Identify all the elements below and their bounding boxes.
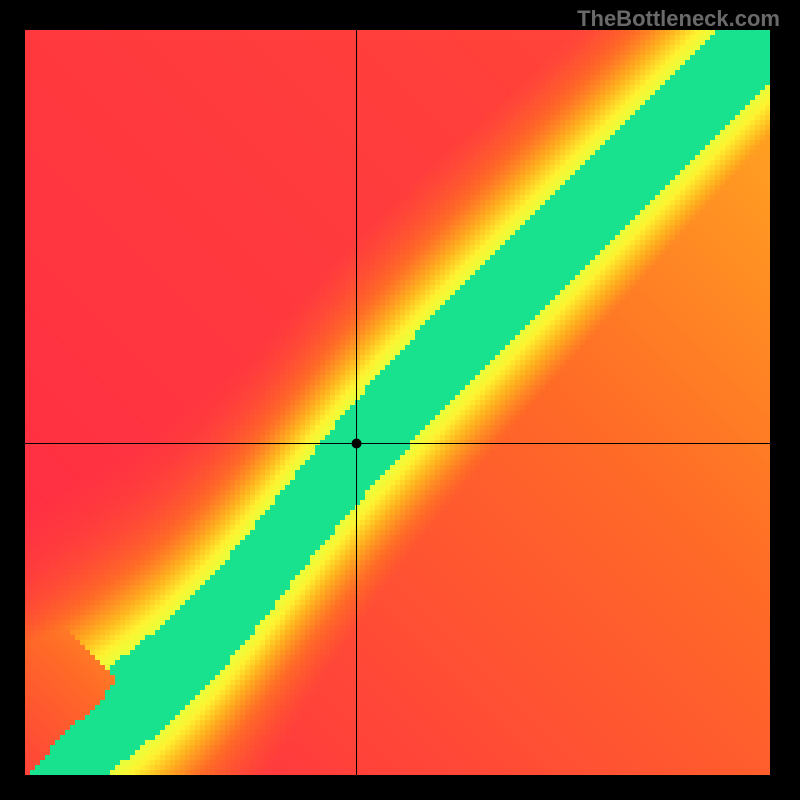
watermark-text: TheBottleneck.com <box>577 6 780 32</box>
chart-area <box>25 30 770 775</box>
heatmap-canvas <box>25 30 770 775</box>
chart-container: TheBottleneck.com <box>0 0 800 800</box>
